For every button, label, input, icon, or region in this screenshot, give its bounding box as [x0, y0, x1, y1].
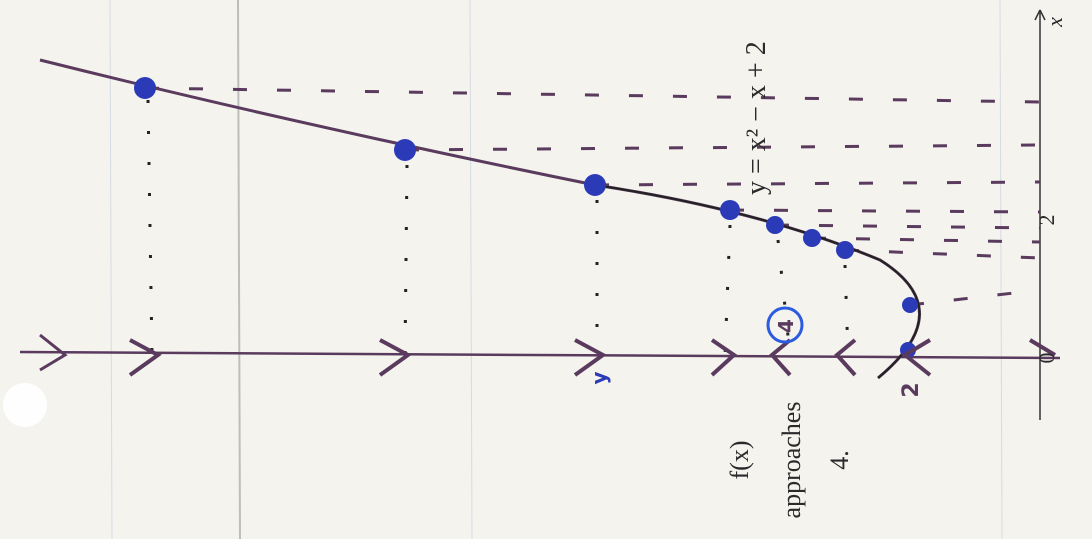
- tick-label: 0: [1034, 353, 1059, 364]
- hole: [3, 383, 47, 427]
- note: approaches: [777, 402, 806, 519]
- y-axis-label: y: [587, 371, 611, 384]
- circled-label: 4: [774, 319, 798, 333]
- paper: [0, 0, 1092, 539]
- intercept-label: 2: [899, 382, 924, 397]
- photo: y = x² − x + 2 f(x) approaches 4. x 2 0 …: [0, 0, 1092, 539]
- x-axis-label: x: [1042, 17, 1067, 28]
- note: f(x): [725, 441, 754, 480]
- page: y = x² − x + 2 f(x) approaches 4. x 2 0 …: [0, 0, 1092, 539]
- equation: y = x² − x + 2: [741, 41, 772, 195]
- tick-label: 2: [1034, 215, 1059, 226]
- note: 4.: [825, 450, 854, 470]
